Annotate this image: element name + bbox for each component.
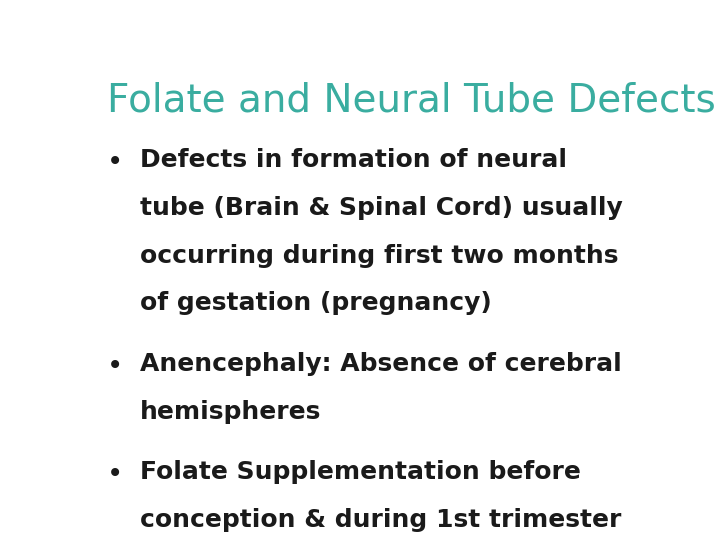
Text: of gestation (pregnancy): of gestation (pregnancy) <box>140 292 492 315</box>
Text: Anencephaly: Absence of cerebral: Anencephaly: Absence of cerebral <box>140 352 622 376</box>
Text: •: • <box>107 460 123 488</box>
Text: •: • <box>107 148 123 176</box>
Text: Folate and Neural Tube Defects: Folate and Neural Tube Defects <box>107 82 716 119</box>
Text: Defects in formation of neural: Defects in formation of neural <box>140 148 567 172</box>
Text: •: • <box>107 352 123 380</box>
Text: hemispheres: hemispheres <box>140 400 322 423</box>
Text: conception & during 1st trimester: conception & during 1st trimester <box>140 508 621 531</box>
Text: occurring during first two months: occurring during first two months <box>140 244 618 268</box>
Text: Folate Supplementation before: Folate Supplementation before <box>140 460 581 484</box>
Text: tube (Brain & Spinal Cord) usually: tube (Brain & Spinal Cord) usually <box>140 196 623 220</box>
